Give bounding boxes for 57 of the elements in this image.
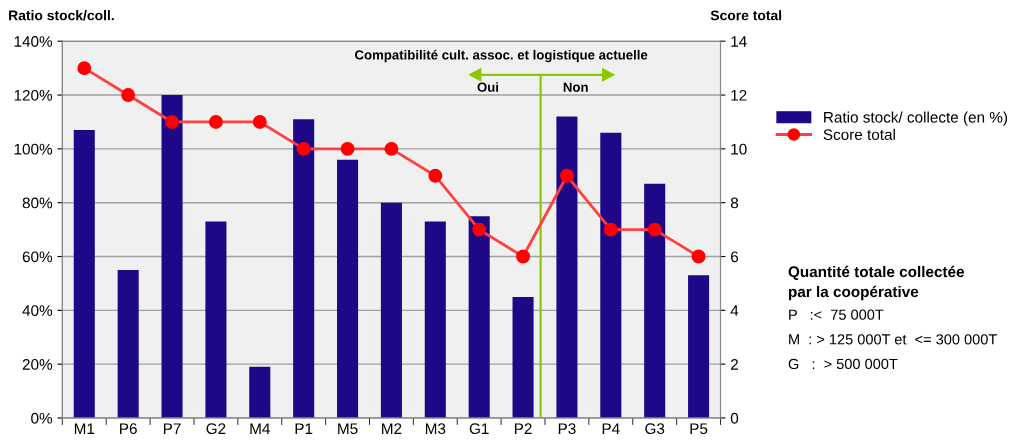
bar [512,296,534,418]
y-tick-label: 80% [22,197,53,209]
text: M : > 125 000T et <= 300 000T [789,334,997,345]
legend-label: Ratio stock/ collecte (en %) [824,111,1008,126]
x-tick-label: P7 [163,423,181,434]
y-tick-label: 120% [14,89,53,101]
y2-tick-label: 0 [730,412,739,424]
bar [600,132,622,418]
y2-tick-label: 10 [731,143,747,155]
x-tick-label: G1 [469,423,489,435]
y2-tick-label: 14 [731,36,747,47]
y2-tick-label: 12 [731,89,747,101]
bar [468,216,490,418]
y-tick-label: 20% [22,359,53,370]
x-tick-label: P4 [602,423,620,434]
y-tick-label: 40% [22,305,53,317]
bar [117,269,139,418]
bar [161,95,183,418]
x-tick-label: P3 [558,423,576,435]
x-tick-label: P5 [690,423,708,435]
y-tick-label: 100% [14,143,53,155]
x-tick-label: M5 [338,423,358,435]
y2-tick-label: 4 [730,305,739,316]
x-tick-label: M3 [425,423,446,435]
x-tick-label: P1 [295,423,313,434]
bar [337,159,359,418]
bar [644,183,666,418]
bar [249,366,271,418]
y2-axis-title: Score total [710,10,782,21]
x-tick-label: G3 [645,423,665,435]
bar [73,130,95,418]
text: Quantité totale collectée par la coopérative [788,265,965,301]
y-tick-label: 60% [22,251,53,263]
y2-tick-label: 2 [731,359,738,370]
x-tick-label: G2 [206,423,226,435]
legend-label: Score total [823,128,895,140]
bar [688,275,710,418]
x-tick-label: P2 [514,423,532,434]
text: G : > 500 000T [788,358,898,370]
bar [424,221,446,418]
annotation: Oui [477,82,499,92]
y-axis-title: Ratio stock/coll. [9,10,114,21]
annotation: Compatibilité cult. assoc. et logistique actuelle [355,49,648,63]
bar [380,202,402,418]
annotation: Non [563,82,588,92]
x-tick-label: M2 [382,423,402,434]
bar [205,221,227,418]
x-tick-label: M4 [250,423,270,434]
text: P :< 75 000T [789,309,884,320]
x-tick-label: M1 [74,423,95,434]
x-tick-label: P6 [120,423,137,435]
bar [556,116,578,418]
y2-tick-label: 6 [731,251,739,263]
bar [293,119,315,418]
y-tick-label: 0% [31,412,53,424]
y-tick-label: 140% [14,36,53,47]
y2-tick-label: 8 [730,197,739,209]
